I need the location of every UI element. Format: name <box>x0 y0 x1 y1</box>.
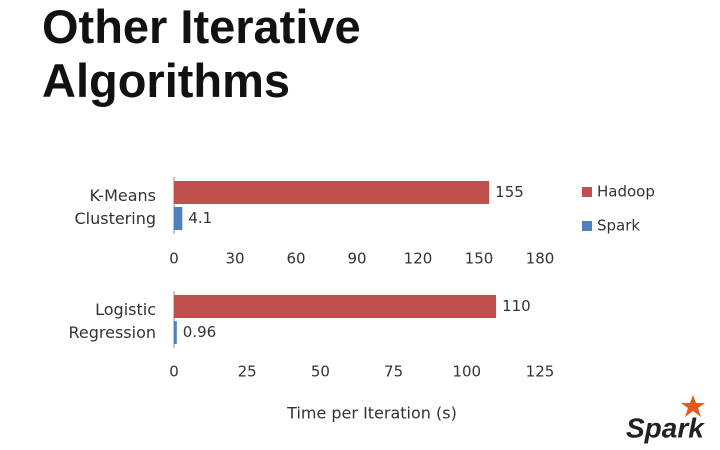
value-label: 155 <box>495 183 524 201</box>
x-tick-label: 100 <box>452 363 481 381</box>
category-label: Logistic Regression <box>68 300 156 342</box>
value-label: 4.1 <box>188 209 212 227</box>
x-tick-label: 60 <box>286 250 305 268</box>
x-tick-label: 90 <box>347 250 366 268</box>
legend-swatch <box>582 221 592 231</box>
logo-text: Spark <box>626 412 705 443</box>
spark-logo-star <box>681 395 705 417</box>
x-axis-title: Time per Iteration (s) <box>286 404 457 423</box>
slide-title: Other Iterative Algorithms <box>42 0 361 107</box>
category-label: K-Means Clustering <box>74 186 156 228</box>
bar <box>174 181 490 204</box>
x-tick-label: 0 <box>169 250 179 268</box>
x-tick-label: 180 <box>526 250 555 268</box>
legend-swatch <box>582 187 592 197</box>
x-tick-label: 120 <box>404 250 433 268</box>
logo-star <box>681 395 705 417</box>
x-tick-label: 30 <box>225 250 244 268</box>
x-tick-label: 25 <box>238 363 257 381</box>
bar <box>174 207 183 230</box>
value-label: 0.96 <box>183 323 216 341</box>
x-tick-label: 50 <box>311 363 330 381</box>
bar <box>174 321 177 344</box>
x-tick-label: 125 <box>526 363 555 381</box>
x-tick-label: 150 <box>465 250 494 268</box>
legend-label: Hadoop <box>597 183 655 201</box>
bar <box>174 295 497 318</box>
legend-label: Spark <box>597 217 640 235</box>
x-tick-label: 75 <box>384 363 403 381</box>
value-label: 110 <box>502 297 531 315</box>
x-tick-label: 0 <box>169 363 179 381</box>
